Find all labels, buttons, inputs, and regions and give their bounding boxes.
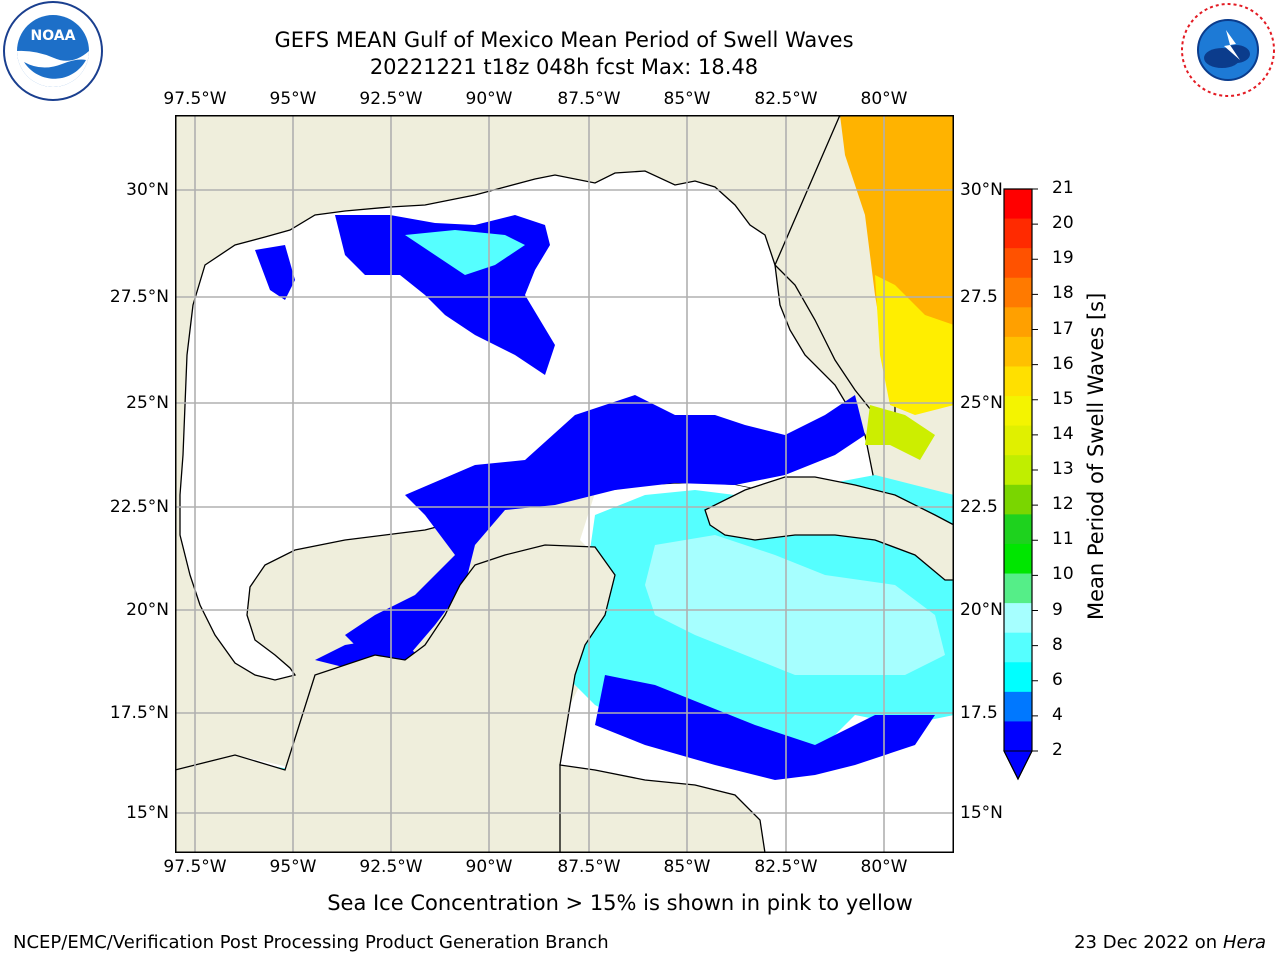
colorbar-tick-label: 17: [1052, 318, 1074, 339]
swell-cyan-north: [405, 230, 525, 275]
lat-label-right: 27.5: [960, 287, 998, 307]
lat-label-left: 15°N: [126, 803, 169, 823]
footer-host: Hera: [1222, 932, 1266, 953]
colorbar-tick-label: 15: [1052, 388, 1074, 409]
colorbar-tick-label: 18: [1052, 283, 1074, 304]
colorbar-swatch: [1004, 366, 1032, 397]
colorbar-tick-label: 2: [1052, 740, 1063, 760]
colorbar-swatch: [1004, 662, 1032, 693]
chart-title: GEFS MEAN Gulf of Mexico Mean Period of …: [274, 28, 854, 52]
map-frame: [175, 115, 954, 853]
colorbar: [1000, 185, 1040, 785]
colorbar-swatch: [1004, 484, 1032, 515]
colorbar-swatch: [1004, 573, 1032, 604]
lon-label-bottom: 82.5°W: [754, 857, 818, 877]
colorbar-label: Mean Period of Swell Waves [s]: [1084, 292, 1108, 620]
lon-label-bottom: 95°W: [269, 857, 317, 877]
footer-date: 23 Dec 2022 on: [1074, 932, 1218, 953]
lat-label-right: 30°N: [960, 180, 1003, 200]
colorbar-swatch: [1004, 632, 1032, 663]
lon-label-top: 90°W: [465, 89, 513, 109]
lon-label-top: 92.5°W: [359, 89, 423, 109]
colorbar-swatch: [1004, 691, 1032, 722]
lon-label-top: 82.5°W: [754, 89, 818, 109]
lat-label-left: 22.5°N: [109, 497, 169, 517]
lat-label-right: 17.5: [960, 703, 998, 723]
colorbar-swatch: [1004, 603, 1032, 634]
map-panel: [174, 114, 955, 854]
lon-label-bottom: 87.5°W: [557, 857, 621, 877]
colorbar-frame: [1003, 188, 1033, 781]
colorbar-tick-label: 10: [1052, 564, 1074, 585]
colorbar-swatch: [1004, 396, 1032, 427]
colorbar-tick-label: 16: [1052, 353, 1074, 374]
lat-label-left: 20°N: [126, 600, 169, 620]
colorbar-swatch: [1004, 336, 1032, 367]
lon-label-bottom: 85°W: [663, 857, 711, 877]
colorbar-ticks: 21 20 19 18 17 16 15 14 13 12 11 10 9 8 6 4 2: [1048, 0, 1108, 960]
lon-label-bottom: 90°W: [465, 857, 513, 877]
graticule: [175, 115, 954, 853]
lon-label-top: 80°W: [860, 89, 908, 109]
lon-label-top: 85°W: [663, 89, 711, 109]
colorbar-swatch: [1004, 514, 1032, 545]
footer-left: NCEP/EMC/Verification Post Processing Pr…: [13, 932, 609, 953]
colorbar-swatch: [1004, 543, 1032, 575]
colorbar-tick-label: 21: [1052, 178, 1074, 198]
lon-label-bottom: 97.5°W: [163, 857, 227, 877]
colorbar-swatch: [1004, 218, 1032, 249]
lon-label-bottom: 80°W: [860, 857, 908, 877]
colorbar-tick-label: 9: [1052, 599, 1063, 620]
lat-label-right: 22.5: [960, 497, 998, 517]
colorbar-tick-label: 6: [1052, 669, 1063, 690]
colorbar-extend-arrow: [1003, 750, 1033, 781]
colorbar-swatch: [1004, 425, 1032, 456]
lon-label-top: 87.5°W: [557, 89, 621, 109]
svg-text:NOAA: NOAA: [31, 28, 76, 44]
swell-yellow: [875, 275, 954, 415]
lat-label-right: 25°N: [960, 393, 1003, 413]
colorbar-tick-label: 13: [1052, 459, 1074, 479]
cuba-land: [704, 476, 955, 581]
colorbar-swatch: [1004, 721, 1032, 752]
colorbar-swatch: [1004, 455, 1032, 486]
noaa-logo: NOAA: [2, 0, 104, 102]
lat-label-right: 20°N: [960, 600, 1003, 620]
swell-blue-south: [595, 675, 935, 780]
lon-label-bottom: 92.5°W: [359, 857, 423, 877]
colorbar-tick-label: 14: [1052, 423, 1074, 444]
colorbar-tick-label: 19: [1052, 248, 1074, 269]
lat-label-left: 30°N: [126, 180, 169, 200]
colorbar-swatch: [1004, 277, 1032, 308]
lat-label-left: 25°N: [126, 393, 169, 413]
footer-right: 23 Dec 2022 on Hera: [1074, 932, 1266, 953]
nws-logo: [1178, 0, 1278, 100]
colorbar-tick-label: 12: [1052, 494, 1074, 515]
colorbar-tick-label: 4: [1052, 704, 1063, 725]
colorbar-tick-label: 20: [1052, 213, 1074, 234]
swell-lightcyan-caribbean: [645, 535, 945, 675]
swell-green: [865, 405, 935, 460]
colorbar-tick-label: 11: [1052, 529, 1074, 550]
colorbar-swatch: [1004, 248, 1032, 279]
lon-label-top: 97.5°W: [163, 89, 227, 109]
lat-label-right: 15°N: [960, 803, 1003, 823]
swell-blue-band: [345, 395, 865, 660]
lat-label-left: 17.5°N: [109, 703, 169, 723]
colorbar-tick-label: 8: [1052, 634, 1063, 655]
swell-blue-texas: [255, 245, 295, 300]
chart-subtitle: 20221221 t18z 048h fcst Max: 18.48: [369, 55, 759, 79]
colorbar-swatch: [1004, 189, 1032, 220]
lat-label-left: 27.5°N: [109, 287, 169, 307]
colorbar-swatch: [1004, 307, 1032, 338]
sea-ice-note: Sea Ice Concentration > 15% is shown in …: [327, 891, 913, 915]
lon-label-top: 95°W: [269, 89, 317, 109]
map-canvas: [174, 114, 955, 854]
colorbar-canvas: [1003, 188, 1038, 781]
